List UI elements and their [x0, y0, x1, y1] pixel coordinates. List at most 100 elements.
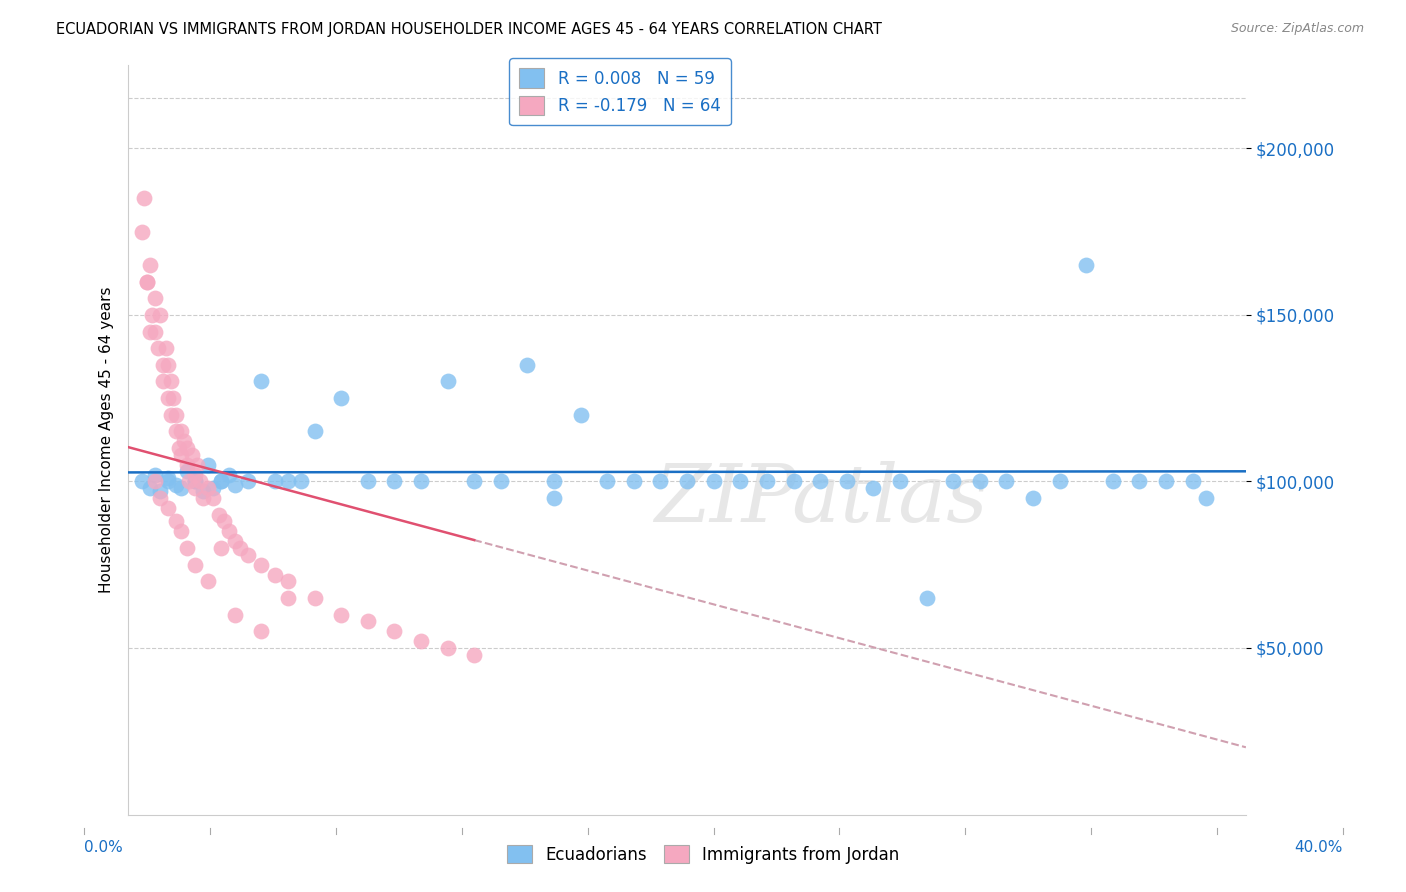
Point: [224, 607, 246, 622]
Point: [157, 475, 180, 489]
Point: [304, 425, 326, 439]
Point: [176, 465, 198, 479]
Point: [170, 425, 193, 439]
Point: [184, 467, 207, 482]
Point: [173, 434, 195, 449]
Point: [1195, 491, 1218, 505]
Point: [1049, 475, 1071, 489]
Point: [915, 591, 938, 605]
Point: [650, 475, 672, 489]
Point: [569, 408, 592, 422]
Point: [263, 475, 285, 489]
Point: [131, 475, 153, 489]
Point: [152, 375, 174, 389]
Point: [184, 475, 207, 489]
Point: [409, 475, 432, 489]
Point: [596, 475, 619, 489]
Text: Source: ZipAtlas.com: Source: ZipAtlas.com: [1230, 22, 1364, 36]
Point: [463, 648, 485, 662]
Point: [236, 548, 259, 562]
Point: [808, 475, 831, 489]
Point: [543, 475, 565, 489]
Point: [782, 475, 804, 489]
Point: [143, 291, 166, 305]
Point: [212, 515, 235, 529]
Point: [357, 475, 380, 489]
Y-axis label: Householder Income Ages 45 - 64 years: Householder Income Ages 45 - 64 years: [100, 286, 114, 593]
Point: [208, 508, 231, 522]
Point: [250, 375, 273, 389]
Point: [138, 325, 160, 339]
Point: [176, 541, 198, 555]
Point: [1128, 475, 1150, 489]
Point: [862, 481, 884, 495]
Point: [176, 458, 198, 472]
Point: [357, 615, 380, 629]
Point: [202, 481, 225, 495]
Point: [277, 591, 299, 605]
Point: [155, 341, 177, 355]
Point: [162, 391, 184, 405]
Point: [1181, 475, 1204, 489]
Point: [135, 275, 157, 289]
Point: [969, 475, 991, 489]
Point: [218, 524, 240, 539]
Point: [304, 591, 326, 605]
Point: [703, 475, 725, 489]
Point: [157, 471, 180, 485]
Point: [165, 408, 187, 422]
Point: [170, 481, 193, 495]
Text: ZIPatlas: ZIPatlas: [654, 461, 988, 539]
Point: [236, 475, 259, 489]
Point: [170, 524, 193, 539]
Point: [184, 475, 207, 489]
Point: [184, 481, 207, 495]
Point: [290, 475, 312, 489]
Point: [409, 634, 432, 648]
Point: [170, 448, 193, 462]
Legend: Ecuadorians, Immigrants from Jordan: Ecuadorians, Immigrants from Jordan: [501, 838, 905, 871]
Text: 40.0%: 40.0%: [1295, 840, 1343, 855]
Point: [755, 475, 778, 489]
Point: [138, 481, 160, 495]
Point: [157, 358, 180, 372]
Point: [277, 475, 299, 489]
Point: [143, 467, 166, 482]
Point: [263, 567, 285, 582]
Point: [141, 308, 163, 322]
Point: [165, 425, 187, 439]
Point: [197, 458, 219, 472]
Point: [330, 391, 353, 405]
Point: [224, 477, 246, 491]
Point: [489, 475, 512, 489]
Point: [277, 574, 299, 589]
Text: ECUADORIAN VS IMMIGRANTS FROM JORDAN HOUSEHOLDER INCOME AGES 45 - 64 YEARS CORRE: ECUADORIAN VS IMMIGRANTS FROM JORDAN HOU…: [56, 22, 882, 37]
Point: [330, 607, 353, 622]
Point: [1022, 491, 1045, 505]
Point: [218, 467, 240, 482]
Point: [134, 191, 156, 205]
Point: [995, 475, 1018, 489]
Point: [436, 375, 458, 389]
Point: [149, 491, 172, 505]
Point: [191, 491, 214, 505]
Point: [188, 475, 211, 489]
Point: [143, 325, 166, 339]
Point: [1102, 475, 1125, 489]
Point: [676, 475, 699, 489]
Point: [1076, 258, 1098, 272]
Point: [191, 484, 214, 499]
Point: [382, 475, 405, 489]
Point: [516, 358, 538, 372]
Point: [835, 475, 858, 489]
Point: [209, 475, 232, 489]
Point: [176, 441, 198, 455]
Point: [543, 491, 565, 505]
Point: [167, 441, 190, 455]
Point: [202, 491, 225, 505]
Point: [179, 475, 201, 489]
Point: [157, 391, 180, 405]
Point: [250, 558, 273, 572]
Point: [146, 341, 169, 355]
Point: [197, 481, 219, 495]
